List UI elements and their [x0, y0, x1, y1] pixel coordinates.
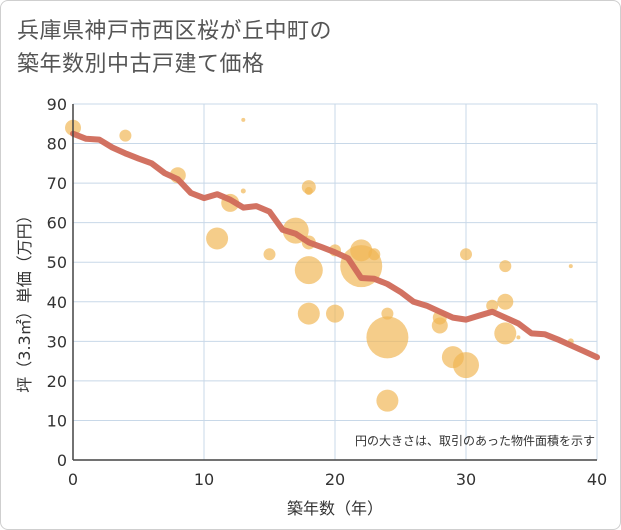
data-bubble-17: [350, 239, 373, 262]
grid-lines: [73, 103, 598, 460]
axes: [72, 104, 597, 461]
data-bubble-27: [486, 299, 499, 312]
y-tick-label: 40: [47, 293, 67, 312]
data-bubble-20: [366, 316, 409, 359]
data-bubble-25: [453, 352, 479, 379]
y-tick-label: 10: [47, 411, 67, 430]
data-bubble-26: [460, 248, 472, 261]
trend-series: [70, 130, 600, 361]
data-bubble-28: [499, 260, 512, 273]
y-tick-label: 90: [47, 95, 67, 114]
data-bubble-29: [497, 293, 514, 310]
data-bubble-21: [376, 389, 399, 412]
data-bubble-30: [494, 322, 517, 345]
data-bubble-18: [368, 248, 381, 261]
data-bubble-6: [240, 188, 246, 194]
x-tick-label: 20: [325, 470, 345, 489]
chart-title-line-1: 兵庫県神戸市西区桜が丘中町の: [17, 19, 333, 44]
trend-line: [70, 130, 600, 361]
x-tick-label: 30: [456, 470, 476, 489]
data-bubble-7: [263, 248, 276, 261]
y-tick-label: 70: [47, 174, 67, 193]
y-axis-label: 坪（3.3㎡）単価（万円）: [15, 207, 34, 392]
y-tick-label: 30: [47, 332, 67, 351]
data-bubble-15: [326, 304, 344, 323]
x-tick-label: 0: [68, 470, 78, 489]
data-bubble-12: [294, 256, 323, 285]
data-bubble-31: [516, 335, 521, 340]
data-bubble-3: [206, 227, 229, 250]
data-bubble-32: [568, 264, 573, 269]
data-bubble-13: [297, 302, 320, 325]
x-axis-label: 築年数（年）: [287, 499, 383, 518]
x-tick-label: 40: [587, 470, 607, 489]
tick-labels: 0 10 20 30 40 50 60 70 80 90 0 10 20 30 40: [47, 95, 608, 489]
x-tick-label: 10: [194, 470, 214, 489]
data-bubble-1: [119, 129, 132, 142]
y-tick-label: 80: [47, 135, 67, 154]
y-tick-label: 50: [47, 253, 67, 272]
data-bubble-23: [431, 317, 448, 334]
chart-title-line-2: 築年数別中古戸建て価格: [17, 52, 265, 77]
data-bubble-10: [304, 187, 313, 196]
chart-note: 円の大きさは、取引のあった物件面積を示す: [355, 433, 595, 448]
y-tick-label: 0: [57, 451, 67, 470]
data-bubble-5: [241, 117, 246, 122]
y-tick-label: 20: [47, 372, 67, 391]
y-tick-label: 60: [47, 214, 67, 233]
chart-title: 兵庫県神戸市西区桜が丘中町の 築年数別中古戸建て価格: [17, 15, 332, 81]
